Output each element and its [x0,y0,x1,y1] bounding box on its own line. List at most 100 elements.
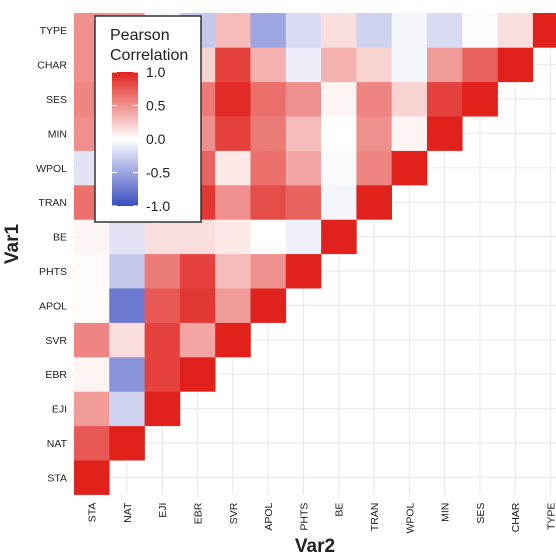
cell-TYPE-SVR [215,13,251,48]
y-tick-label: TRAN [38,197,67,209]
cell-MIN-APOL [250,116,287,151]
cell-WPOL-APOL [250,150,287,186]
legend-ticks: 1.0 0.5 0.0 -0.5 -1.0 [112,64,170,214]
legend-tick-label: 0.5 [146,98,166,114]
legend-tick-label: 0.0 [146,131,166,147]
cell-MIN-WPOL [391,116,428,151]
y-tick-labels: STA NAT EJI EBR SVR APOL PHTS BE TRAN WPOL MIN SES C… [36,25,67,484]
x-tick-label: CHAR [510,502,522,532]
cell-PHTS-EBR [179,253,216,289]
cell-TYPE-MIN [427,13,463,48]
cell-PHTS-APOL [250,253,287,289]
y-tick-label: EJI [52,404,67,416]
cell-CHAR-APOL [250,47,287,83]
cell-EJI-STA [74,391,110,427]
cell-SVR-EJI [144,322,181,358]
cell-EBR-EJI [144,357,181,392]
y-tick-label: SVR [45,335,67,347]
cell-WPOL-SVR [215,150,251,186]
cell-BE-PHTS [285,219,322,255]
cell-MIN-PHTS [285,116,322,151]
cell-SES-SVR [215,81,251,117]
cell-MIN-MIN [427,116,463,151]
legend-title-line1: Pearson [110,27,170,44]
cell-NAT-NAT [109,425,145,461]
legend-title-line2: Correlation [110,47,188,64]
cell-TYPE-SES [462,13,498,48]
cell-MIN-SVR [215,116,251,151]
x-tick-label: TYPE [546,503,556,530]
x-axis-label: Var2 [295,536,335,557]
cell-WPOL-TRAN [356,150,392,186]
cell-CHAR-TRAN [356,47,392,83]
cell-TYPE-WPOL [391,13,428,48]
cell-TYPE-BE [321,13,357,48]
legend: Pearson Correlation 1.0 0.5 0.0 -0.5 -1.0 [94,15,202,223]
cell-CHAR-BE [321,47,357,83]
cell-CHAR-SES [462,47,498,83]
x-tick-label: NAT [122,502,134,523]
cell-APOL-STA [74,288,110,323]
cell-SVR-STA [74,322,110,358]
cell-TRAN-APOL [250,185,287,220]
cell-BE-APOL [250,219,287,255]
legend-tick-label: -1.0 [146,198,170,214]
cell-BE-NAT [109,219,145,255]
cell-MIN-TRAN [356,116,392,151]
y-tick-label: MIN [48,128,67,140]
cell-TRAN-PHTS [285,185,322,220]
y-tick-label: EBR [45,369,67,381]
x-tick-label: SES [475,503,487,524]
x-tick-label: EBR [193,502,205,524]
cell-EBR-STA [74,357,110,392]
cell-BE-BE [321,219,357,255]
cell-PHTS-NAT [109,253,145,289]
x-tick-label: STA [87,503,99,523]
cell-WPOL-BE [321,150,357,186]
cell-APOL-APOL [250,288,287,323]
y-tick-label: APOL [39,300,67,312]
cell-EBR-NAT [109,357,145,392]
x-tick-label: BE [334,503,346,517]
x-tick-label: PHTS [298,503,310,531]
cell-CHAR-SVR [215,47,251,83]
cell-BE-SVR [215,219,251,255]
y-tick-label: PHTS [39,266,67,278]
y-axis-label: Var1 [2,223,23,264]
cell-EBR-EBR [179,357,216,392]
cell-PHTS-EJI [144,253,181,289]
legend-tick-label: -0.5 [146,165,170,181]
y-tick-label: TYPE [40,25,67,37]
cell-SES-BE [321,81,357,117]
cell-CHAR-PHTS [285,47,322,83]
cell-TYPE-APOL [250,13,287,48]
cell-STA-STA [74,460,110,495]
cell-SVR-NAT [109,322,145,358]
cell-BE-EJI [144,219,181,255]
cell-CHAR-MIN [427,47,463,83]
cell-BE-EBR [179,219,216,255]
cell-APOL-NAT [109,288,145,323]
cell-TRAN-TRAN [356,185,392,220]
cell-APOL-EBR [179,288,216,323]
cell-TRAN-BE [321,185,357,220]
y-tick-label: SES [46,94,67,106]
cell-NAT-STA [74,425,110,461]
x-tick-label: TRAN [369,503,381,532]
cell-SES-TRAN [356,81,392,117]
x-tick-label: SVR [228,502,240,524]
cell-WPOL-PHTS [285,150,322,186]
cell-BE-STA [74,219,110,255]
x-tick-label: WPOL [404,502,416,533]
cell-SVR-EBR [179,322,216,358]
cell-WPOL-WPOL [391,150,428,186]
cell-PHTS-SVR [215,253,251,289]
cell-CHAR-CHAR [497,47,534,83]
cell-SVR-SVR [215,322,251,358]
cell-SES-SES [462,81,498,117]
cell-EJI-EJI [144,391,181,427]
x-tick-labels: STA NAT EJI EBR SVR APOL PHTS BE TRAN WPOL MIN SES C… [87,502,556,533]
legend-tick-label: 1.0 [146,64,166,80]
x-tick-label: EJI [157,503,169,518]
